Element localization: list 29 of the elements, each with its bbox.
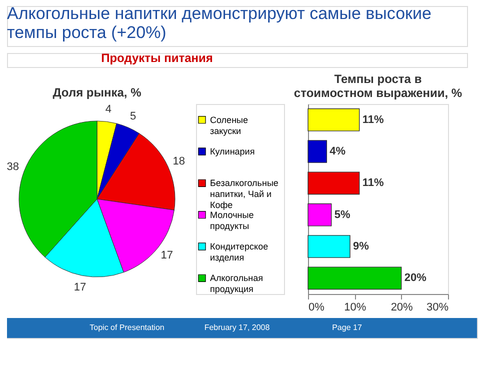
data-label: 9% [353, 240, 370, 252]
chart-subtitle: Продукты питания [101, 51, 213, 65]
x-tick-label: 10% [344, 302, 366, 314]
data-label: 11% [362, 114, 384, 126]
legend-label: Безалкогольные напитки, Чай и Кофе [210, 178, 278, 210]
data-label: 4 [105, 104, 112, 116]
chart-title: Алкогольные напитки демонстрируют самые высокие темпы роста (+20%) [7, 4, 432, 42]
text: Page 17 [332, 323, 362, 332]
x-tick-label: 30% [426, 302, 449, 314]
data-label: 38 [6, 160, 20, 173]
legend-label: Кулинария [210, 146, 255, 156]
text: February 17, 2008 [204, 323, 270, 332]
data-label: 5% [334, 208, 350, 221]
legend-label: Кондитерское изделия [210, 242, 268, 262]
text: Доля рынка, % [52, 86, 142, 100]
data-label: 11% [362, 177, 384, 190]
data-label: 17 [160, 250, 173, 262]
data-label: 5 [130, 110, 136, 123]
data-label: 18 [172, 156, 185, 168]
chart-title: Темпы роста в стоимостном выражении, % [294, 72, 462, 100]
text: Topic of Presentation [90, 323, 164, 332]
legend-label: Соленые закуски [210, 114, 248, 136]
x-tick-label: 0% [308, 302, 325, 314]
data-label: 20% [404, 272, 427, 284]
data-label: 17 [74, 281, 86, 294]
x-tick-label: 20% [390, 302, 414, 314]
legend-label: Молочные продукты [210, 210, 254, 231]
legend-label: Алкогольная продукция [210, 273, 264, 294]
data-label: 4% [330, 146, 346, 158]
